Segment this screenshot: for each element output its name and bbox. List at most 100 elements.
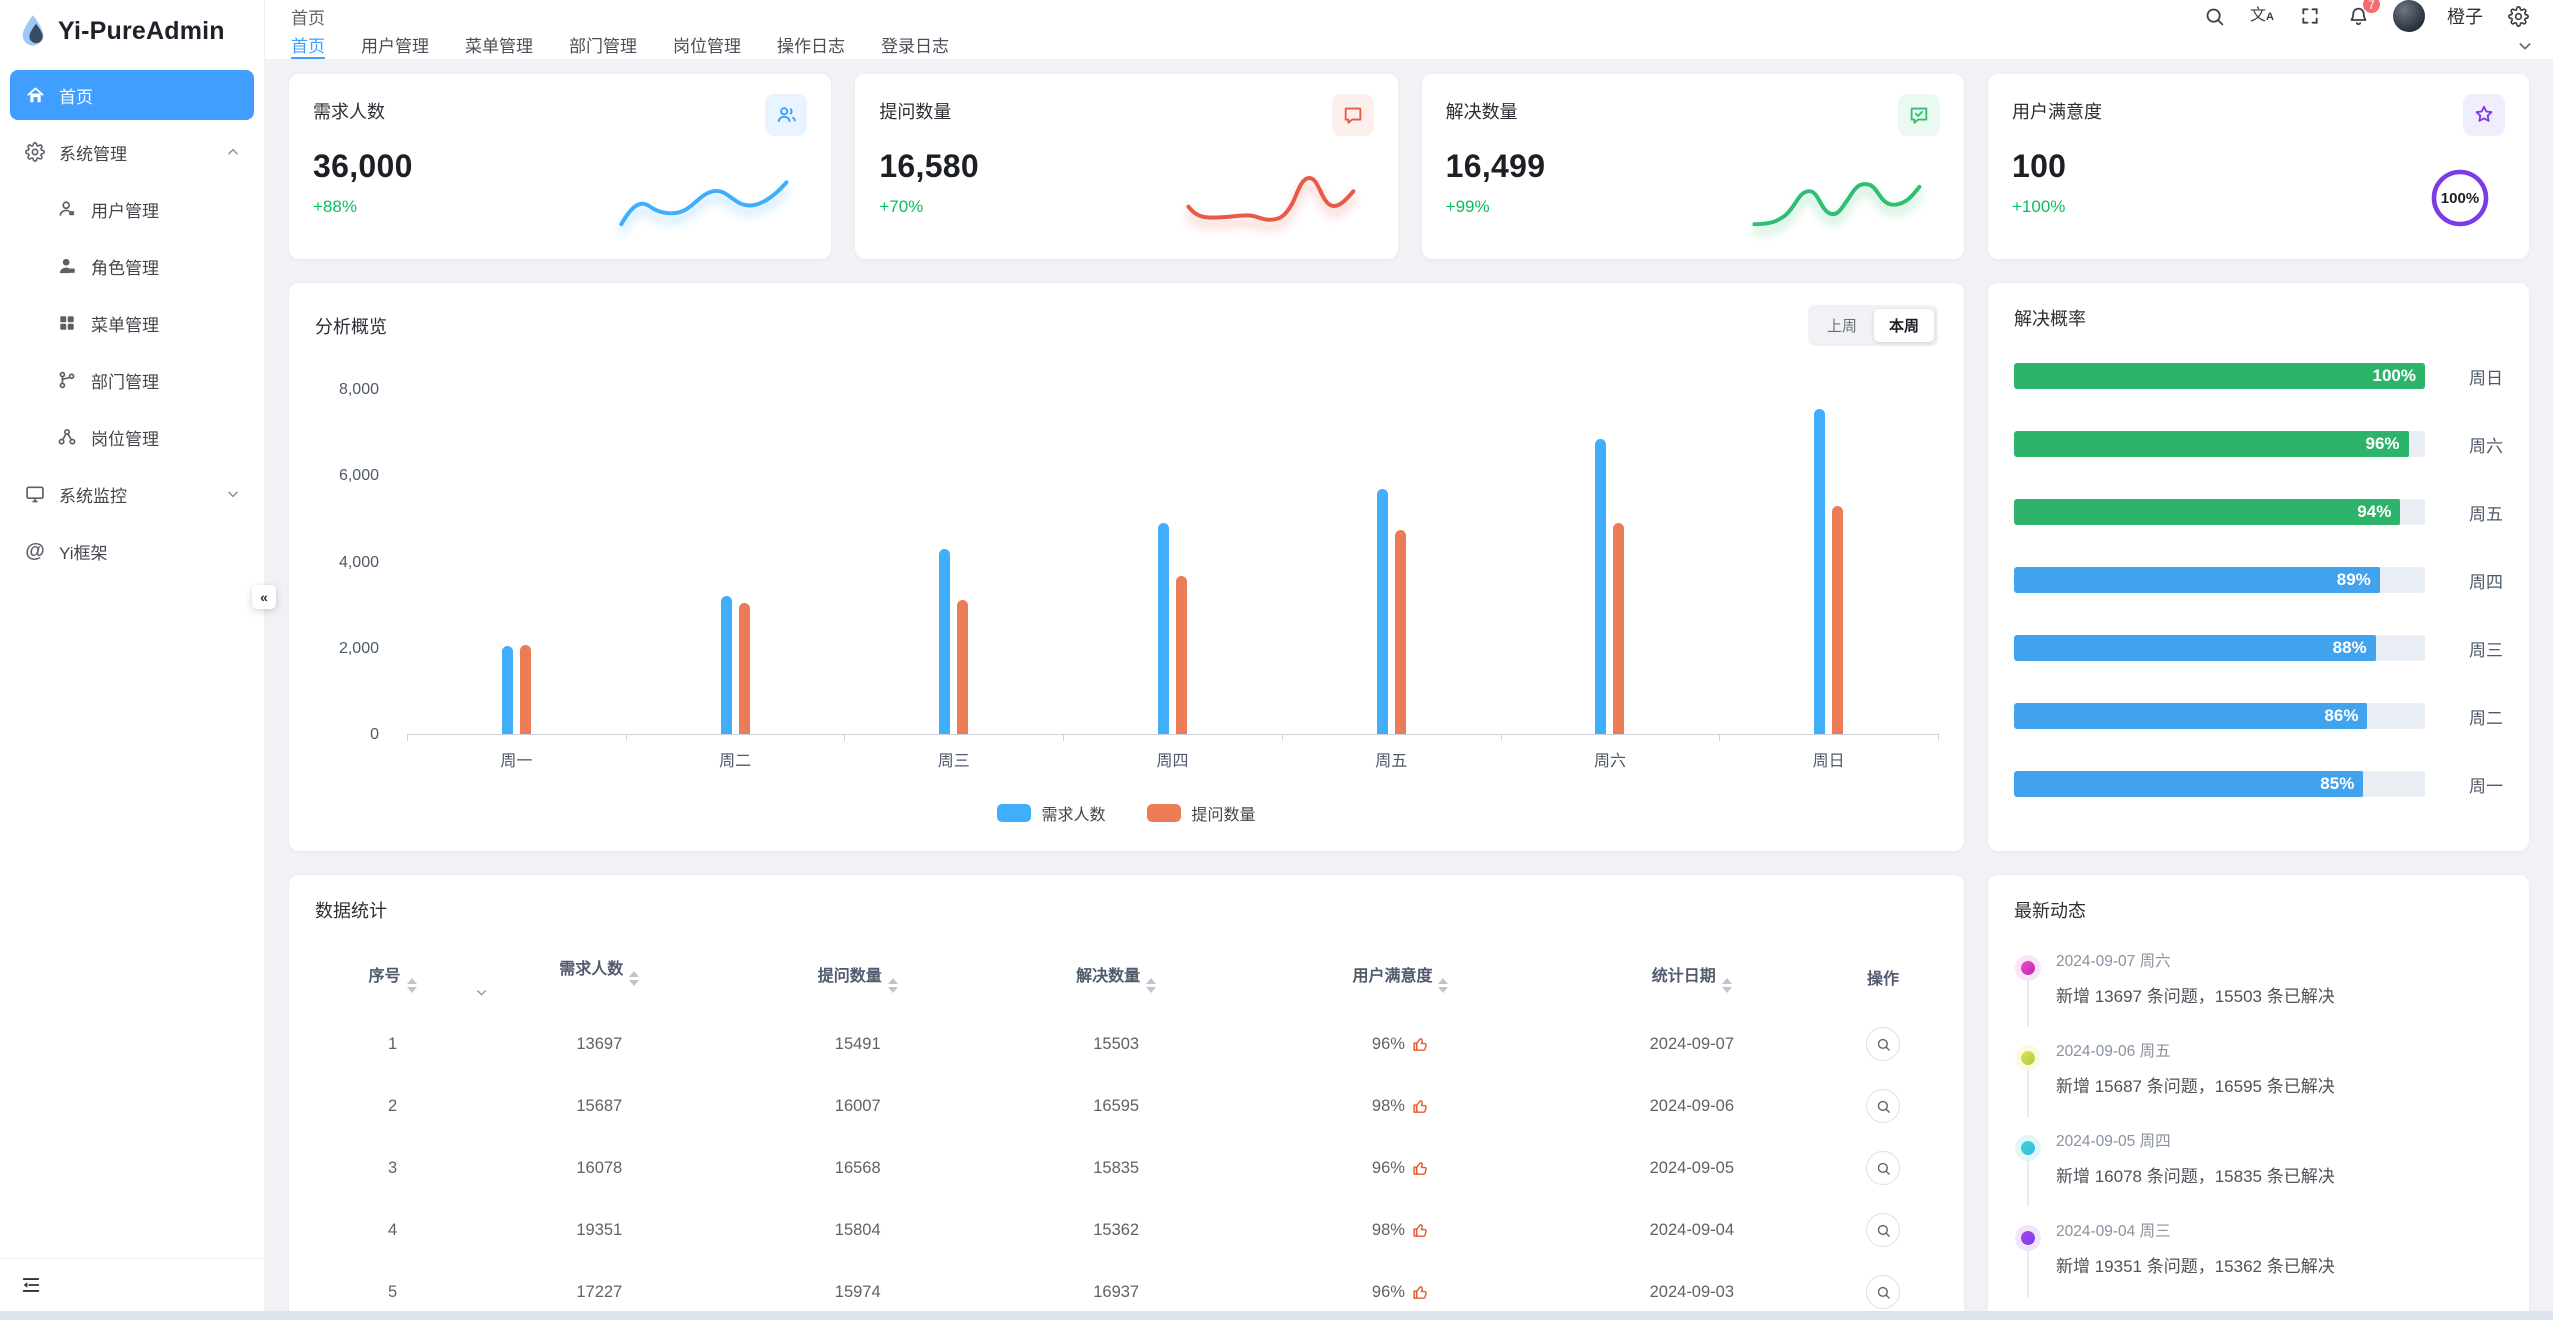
column-header-demand[interactable]: 需求人数 bbox=[470, 941, 728, 1013]
stat-card-delta: +70% bbox=[879, 197, 924, 216]
sort-carets-icon[interactable] bbox=[1721, 977, 1732, 993]
bar-提问数量[interactable] bbox=[1832, 506, 1844, 734]
sidebar-item-user-management[interactable]: 用户管理 bbox=[10, 184, 254, 234]
sidebar-item-label: 用户管理 bbox=[91, 201, 159, 221]
sidebar-item-menu-management[interactable]: 菜单管理 bbox=[10, 298, 254, 348]
bar-提问数量[interactable] bbox=[738, 602, 750, 734]
translate-icon[interactable]: 文A bbox=[2250, 7, 2274, 24]
sidebar-collapse-fab[interactable]: « bbox=[252, 585, 276, 609]
bar-提问数量[interactable] bbox=[957, 599, 969, 734]
bar-提问数量[interactable] bbox=[1394, 529, 1406, 734]
cell-solved: 16595 bbox=[1093, 1096, 1140, 1115]
sidebar-item-post-management[interactable]: 岗位管理 bbox=[10, 412, 254, 462]
table-body: 1 13697 15491 15503 96% 2024-09-07 2 15687 16007… bbox=[315, 1013, 1938, 1320]
bar-需求人数[interactable] bbox=[720, 596, 732, 734]
sidebar-item-label: 岗位管理 bbox=[91, 429, 159, 449]
sort-carets-icon[interactable] bbox=[1438, 977, 1449, 993]
toggle-上周[interactable]: 上周 bbox=[1826, 318, 1857, 335]
column-header-date[interactable]: 统计日期 bbox=[1556, 941, 1829, 1013]
bar-提问数量[interactable] bbox=[519, 644, 531, 734]
timeline-date: 2024-09-04 周三 bbox=[2055, 1223, 2171, 1240]
stat-card-delta: +99% bbox=[1445, 197, 1490, 216]
legend-item-提问数量[interactable]: 提问数量 bbox=[1147, 801, 1256, 825]
logo[interactable]: Yi-PureAdmin bbox=[0, 0, 264, 62]
column-header-solved[interactable]: 解决数量 bbox=[987, 941, 1245, 1013]
row-view-button[interactable] bbox=[1866, 1089, 1901, 1123]
table-header-row: 序号 需求人数 提问数量 解决数量 用户满意度 统计日期 操作 bbox=[315, 941, 1938, 1013]
tab-首页[interactable]: 首页 bbox=[291, 32, 325, 59]
solve-row-周二: 86% 周二 bbox=[2013, 703, 2503, 729]
bar-需求人数[interactable] bbox=[1376, 488, 1388, 734]
column-header-questions[interactable]: 提问数量 bbox=[729, 941, 987, 1013]
stat-card-value: 100 bbox=[2011, 148, 2067, 184]
app-title: Yi-PureAdmin bbox=[58, 16, 225, 45]
timeline-text: 新增 13697 条问题，15503 条已解决 bbox=[2055, 987, 2335, 1006]
tab-菜单管理[interactable]: 菜单管理 bbox=[465, 37, 533, 56]
tab-操作日志[interactable]: 操作日志 bbox=[777, 37, 845, 56]
avatar[interactable] bbox=[2393, 0, 2425, 32]
sidebar-item-department-management[interactable]: 部门管理 bbox=[10, 355, 254, 405]
solve-row-周日: 100% 周日 bbox=[2013, 363, 2503, 389]
cell-demand: 16078 bbox=[576, 1158, 623, 1177]
bar-需求人数[interactable] bbox=[1814, 409, 1826, 734]
progress-fill: 94% bbox=[2013, 499, 2401, 525]
cell-index: 3 bbox=[387, 1158, 398, 1177]
tab-岗位管理[interactable]: 岗位管理 bbox=[673, 37, 741, 56]
gear-icon bbox=[24, 141, 46, 163]
row-view-button[interactable] bbox=[1866, 1027, 1901, 1061]
column-header-satisfaction[interactable]: 用户满意度 bbox=[1245, 941, 1555, 1013]
timeline-date: 2024-09-07 周六 bbox=[2055, 953, 2171, 970]
horizontal-scrollbar[interactable] bbox=[0, 1311, 2553, 1320]
timeline-date: 2024-09-06 周五 bbox=[2055, 1043, 2171, 1060]
axis-tick bbox=[1063, 734, 1065, 741]
timeline-text: 新增 19351 条问题，15362 条已解决 bbox=[2055, 1257, 2335, 1276]
search-icon[interactable] bbox=[2201, 3, 2227, 29]
tab-用户管理[interactable]: 用户管理 bbox=[361, 37, 429, 56]
timeline-line bbox=[2026, 1250, 2029, 1297]
tabs-chevron-down-icon[interactable] bbox=[2517, 38, 2533, 54]
tab-部门管理[interactable]: 部门管理 bbox=[569, 37, 637, 56]
legend-item-需求人数[interactable]: 需求人数 bbox=[997, 801, 1105, 825]
sidebar-item-system-management[interactable]: 系统管理 bbox=[10, 127, 254, 177]
sort-carets-icon[interactable] bbox=[887, 977, 898, 993]
tab-登录日志[interactable]: 登录日志 bbox=[881, 37, 949, 56]
sidebar-item-yi-framework[interactable]: @ Yi框架 bbox=[10, 526, 254, 576]
cell-date: 2024-09-05 bbox=[1649, 1158, 1735, 1177]
bar-需求人数[interactable] bbox=[1158, 523, 1170, 734]
sort-carets-icon[interactable] bbox=[406, 977, 417, 993]
x-label: 周日 bbox=[1812, 753, 1845, 770]
bar-提问数量[interactable] bbox=[1613, 523, 1625, 734]
thumbs-up-icon bbox=[1412, 1098, 1429, 1115]
stat-card-demand: 需求人数 36,000 +88% bbox=[289, 74, 832, 259]
column-header-index[interactable]: 序号 bbox=[315, 941, 470, 1013]
axis-tick bbox=[407, 734, 408, 741]
collapse-menu-icon[interactable] bbox=[20, 1274, 42, 1296]
axis-tick bbox=[1719, 734, 1721, 741]
toggle-本周[interactable]: 本周 bbox=[1873, 309, 1934, 342]
bar-需求人数[interactable] bbox=[501, 645, 513, 734]
solve-row-周三: 88% 周三 bbox=[2013, 635, 2503, 661]
row-view-button[interactable] bbox=[1866, 1213, 1901, 1247]
department-icon bbox=[56, 369, 78, 391]
fullscreen-icon[interactable] bbox=[2297, 3, 2323, 29]
timeline-date: 2024-09-05 周四 bbox=[2055, 1133, 2171, 1150]
bell-icon[interactable]: 7 bbox=[2345, 0, 2381, 29]
sidebar-item-role-management[interactable]: 角色管理 bbox=[10, 241, 254, 291]
gear-icon[interactable] bbox=[2505, 3, 2531, 29]
bar-需求人数[interactable] bbox=[1595, 439, 1607, 734]
data-table: 序号 需求人数 提问数量 解决数量 用户满意度 统计日期 操作 1 13697 15491 155… bbox=[315, 941, 1938, 1320]
sort-carets-icon[interactable] bbox=[1146, 977, 1157, 993]
row-view-button[interactable] bbox=[1866, 1275, 1901, 1309]
satisfaction-ring: 100% bbox=[2429, 167, 2491, 229]
y-tick-label: 6,000 bbox=[338, 467, 379, 485]
chart-y-axis: 0 2,000 4,000 6,000 8,000 bbox=[315, 381, 393, 743]
bar-group-周一 bbox=[407, 390, 626, 734]
sidebar-item-home[interactable]: 首页 bbox=[10, 70, 254, 120]
sort-carets-icon[interactable] bbox=[629, 971, 640, 986]
sidebar-item-system-monitor[interactable]: 系统监控 bbox=[10, 469, 254, 519]
timeline-dot bbox=[2020, 1051, 2035, 1065]
bar-提问数量[interactable] bbox=[1176, 575, 1188, 734]
row-view-button[interactable] bbox=[1866, 1151, 1901, 1185]
cell-date: 2024-09-07 bbox=[1649, 1034, 1735, 1053]
bar-需求人数[interactable] bbox=[939, 549, 951, 734]
